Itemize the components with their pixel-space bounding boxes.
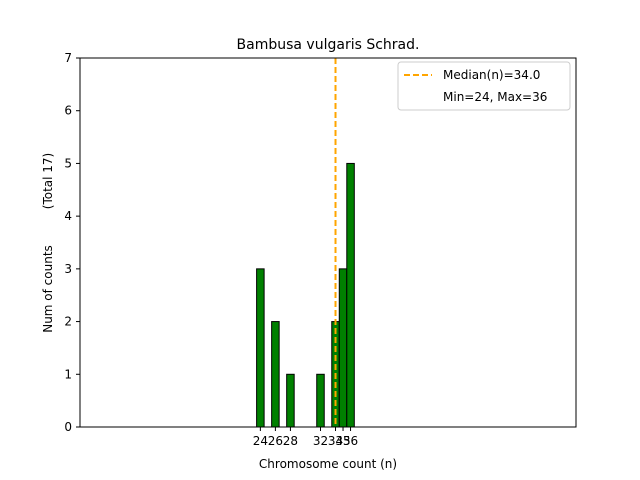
legend-minmax-label: Min=24, Max=36 (443, 90, 547, 104)
y-tick-label: 4 (64, 209, 72, 223)
x-tick-label: 35 (335, 434, 350, 448)
y-tick-label: 0 (64, 420, 72, 434)
legend-box (397, 61, 571, 111)
y-tick-label: 5 (64, 156, 72, 170)
legend-median-label: Median(n)=34.0 (443, 68, 540, 82)
y-tick-label: 2 (64, 315, 72, 329)
x-tick-label: 36 (343, 434, 358, 448)
x-tick-label: 28 (283, 434, 298, 448)
y-axis-label: Num of counts (41, 245, 55, 333)
x-axis-label: Chromosome count (n) (259, 457, 397, 471)
x-tick-label: 24 (253, 434, 268, 448)
legend: Median(n)=34.0 Min=24, Max=36 (397, 61, 571, 111)
axes-frame (79, 57, 577, 428)
bar-28 (286, 373, 295, 428)
y-tick-label: 1 (64, 367, 72, 381)
x-tick-label: 32 (313, 434, 328, 448)
y-tick-label: 6 (64, 104, 72, 118)
x-tick-label: 34 (328, 434, 343, 448)
y-tick-label: 7 (64, 51, 72, 65)
y-axis-label-total: (Total 17) (41, 153, 55, 209)
x-tick-label: 26 (268, 434, 283, 448)
bar-36 (346, 162, 355, 428)
chart-title: Bambusa vulgaris Schrad. (237, 37, 420, 53)
bar-24 (256, 268, 265, 428)
bar-26 (271, 321, 280, 428)
bar-32 (316, 373, 325, 428)
bar-35 (338, 268, 348, 428)
y-tick-label: 3 (64, 262, 72, 276)
